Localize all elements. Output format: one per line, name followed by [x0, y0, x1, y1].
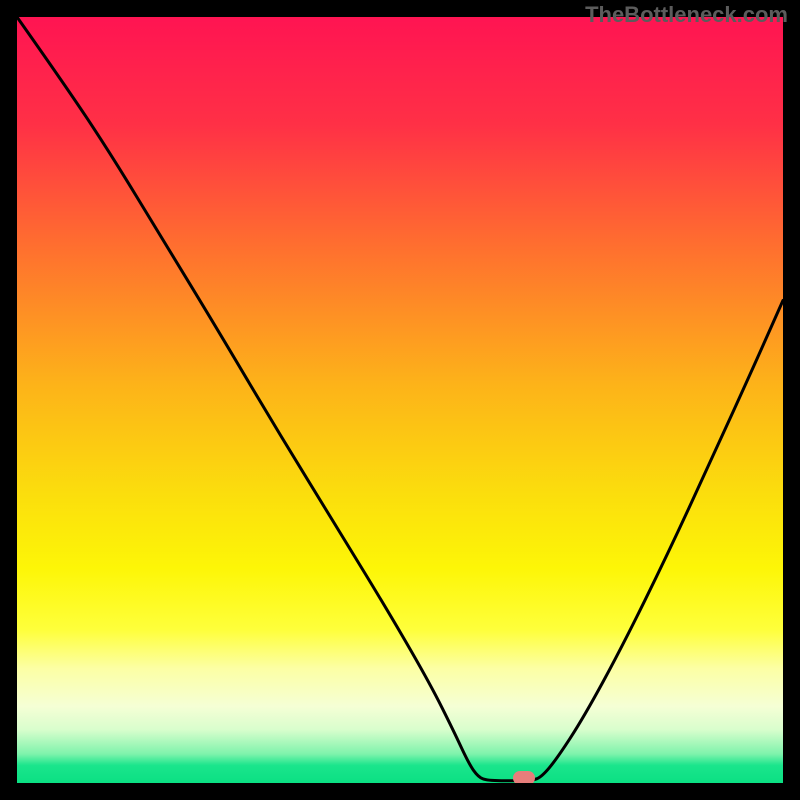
- watermark-text: TheBottleneck.com: [585, 2, 788, 28]
- optimal-point-marker: [513, 771, 535, 783]
- plot-area: [17, 17, 783, 783]
- bottleneck-curve: [17, 17, 783, 783]
